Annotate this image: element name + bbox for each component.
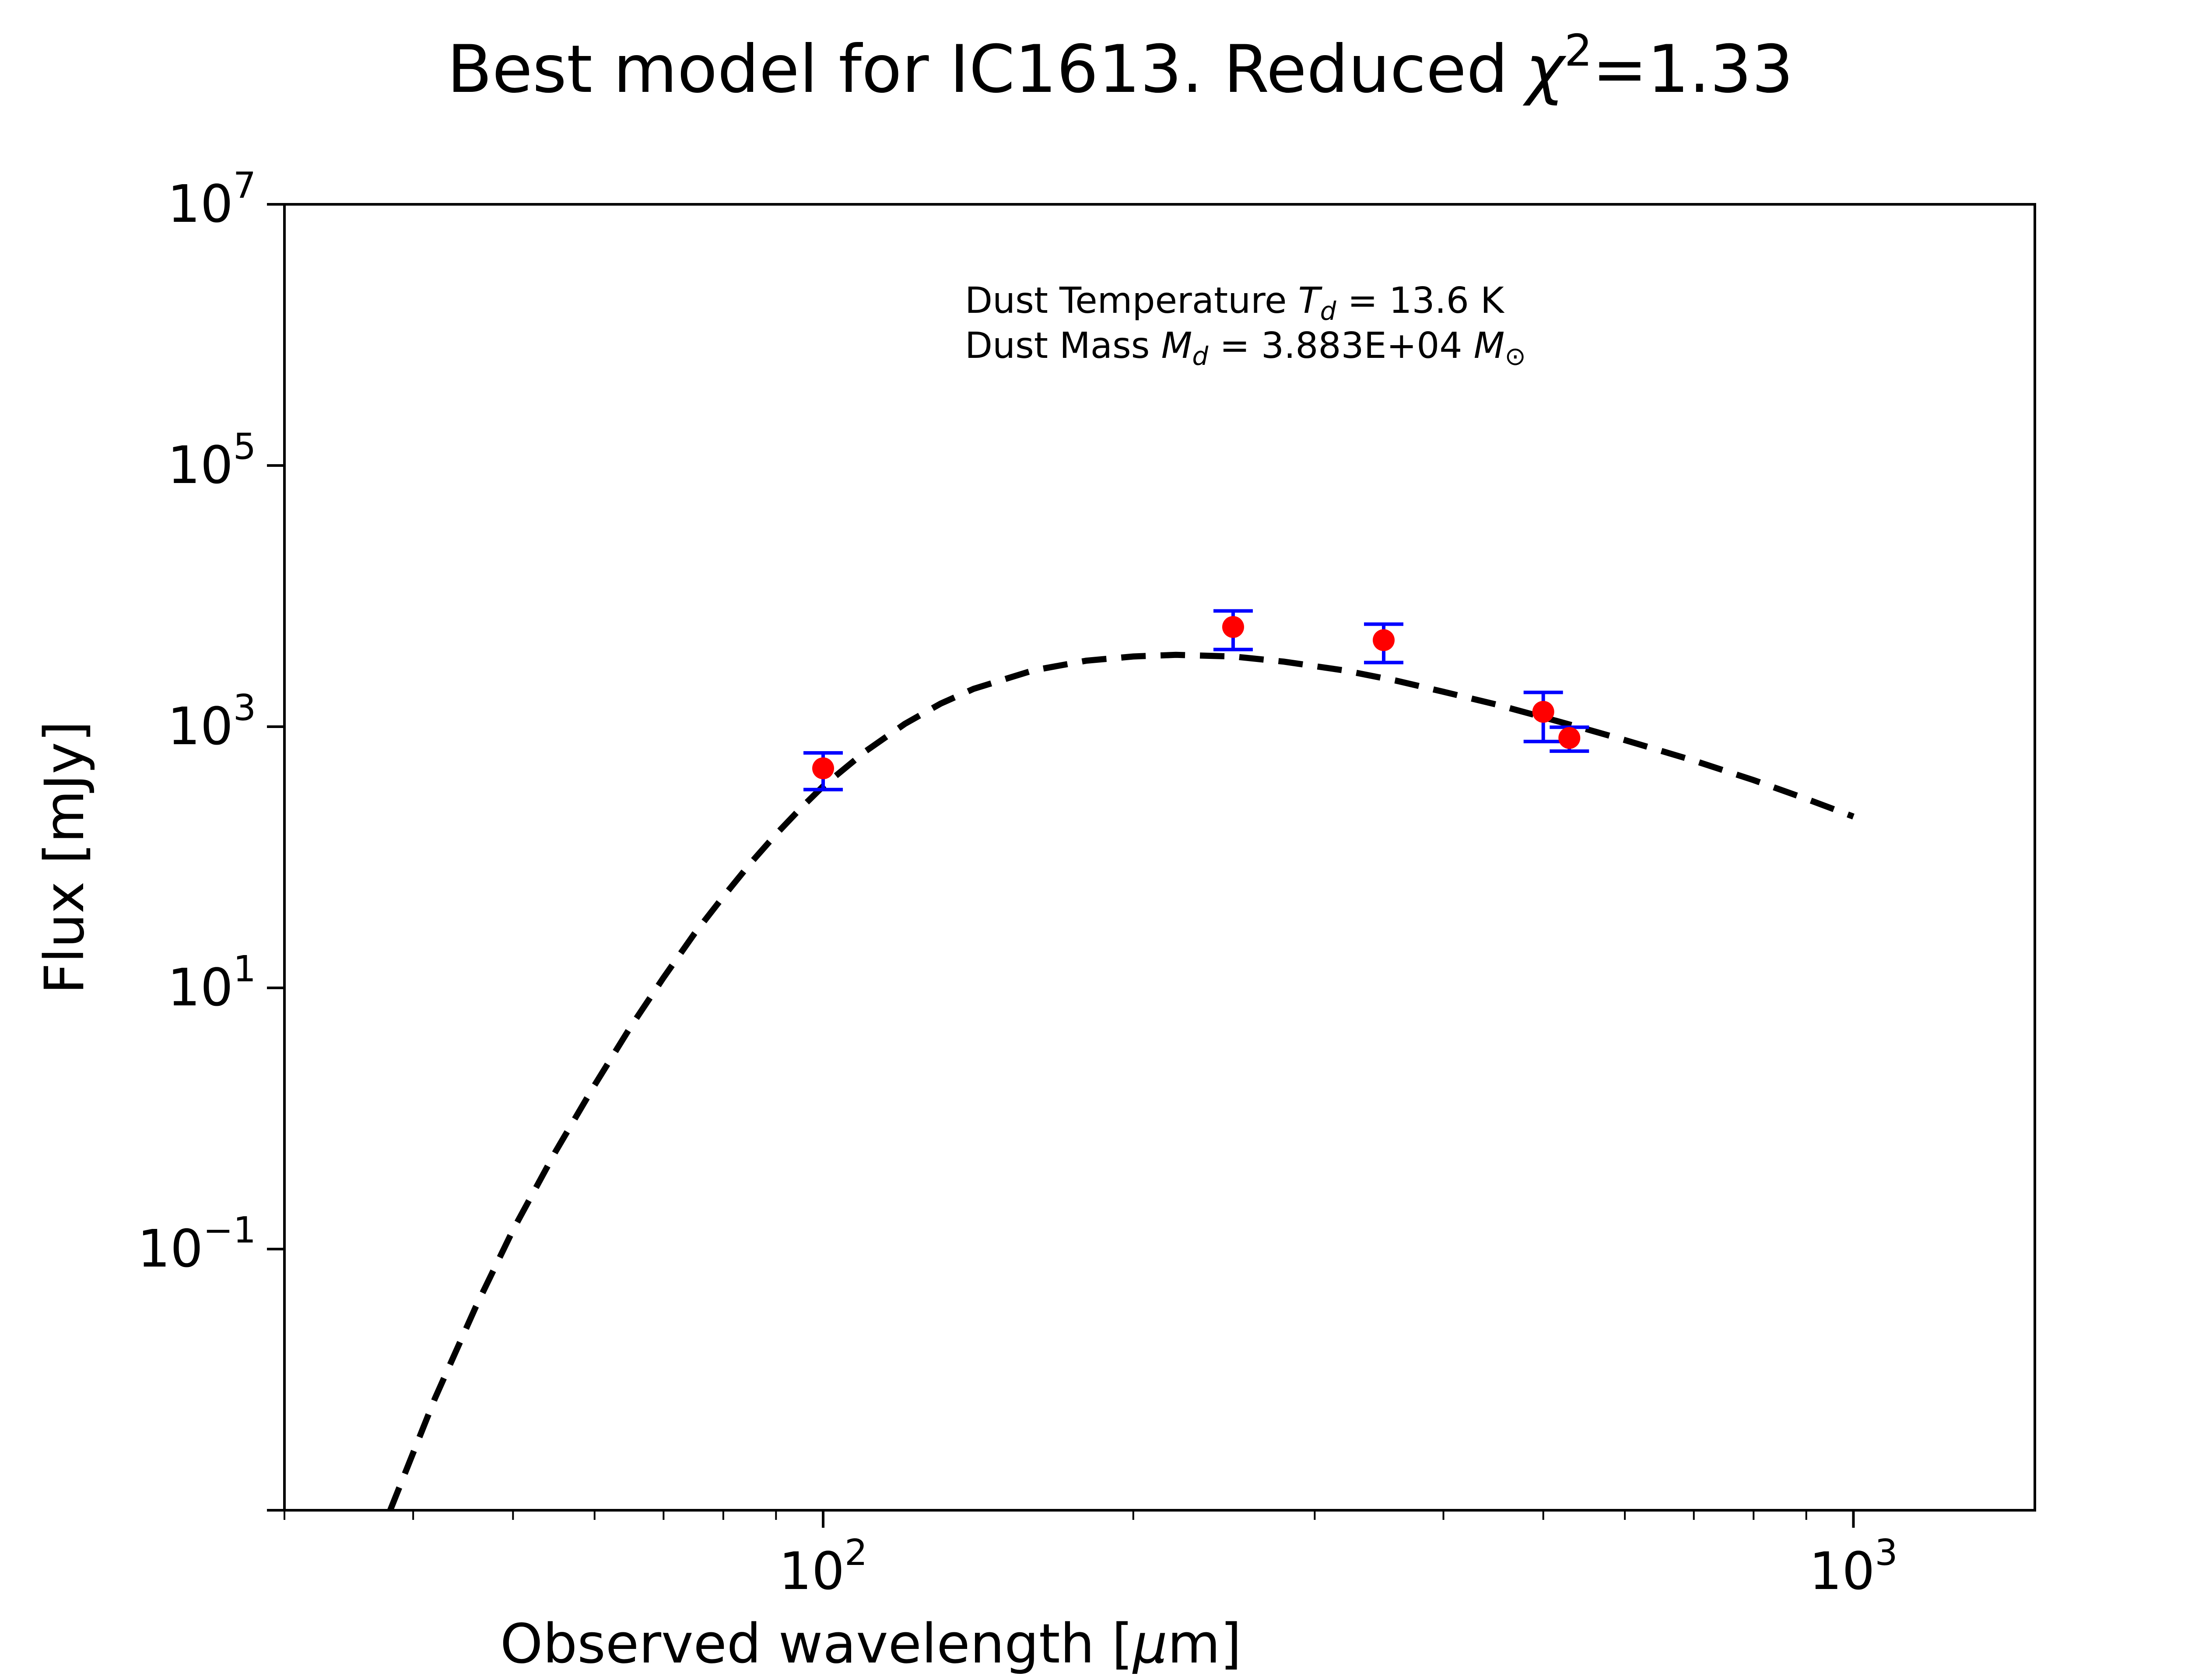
chart-title-chi-exponent: 2 bbox=[1564, 25, 1592, 76]
y-tick-label: 107 bbox=[168, 165, 256, 234]
plot-frame bbox=[283, 203, 2036, 1512]
data-point bbox=[812, 757, 835, 780]
chart-title-text: Best model for IC1613. Reduced bbox=[447, 32, 1508, 108]
y-axis-label: Flux [mJy] bbox=[33, 721, 96, 994]
x-axis-label: Observed wavelength [μm] bbox=[500, 1613, 1241, 1676]
y-tick-label: 10−1 bbox=[137, 1210, 256, 1279]
annotation-temperature: Dust Temperature Td = 13.6 K bbox=[965, 280, 1505, 326]
data-point bbox=[1532, 700, 1554, 723]
x-axis-label-suffix: m] bbox=[1168, 1613, 1241, 1676]
y-axis-ticks: 107 105 103 101 10−1 bbox=[137, 165, 284, 1512]
annotation-temperature-sub: d bbox=[1320, 296, 1337, 326]
y-tick-label: 103 bbox=[168, 687, 256, 756]
x-axis-label-text: Observed wavelength [ bbox=[500, 1613, 1133, 1676]
x-axis-label-mu: μ bbox=[1132, 1613, 1168, 1676]
annotation-mass-value: = 3.883E+04 bbox=[1208, 325, 1474, 367]
annotation-mass-unit-sub: ⊙ bbox=[1504, 341, 1526, 371]
x-axis-ticks: 102 103 bbox=[284, 1510, 1898, 1601]
annotation-temperature-prefix: Dust Temperature bbox=[965, 280, 1298, 322]
y-tick-label: 105 bbox=[168, 426, 256, 495]
data-point bbox=[1558, 727, 1581, 749]
data-points bbox=[812, 616, 1581, 780]
chart-title-chi: χ bbox=[1522, 32, 1567, 108]
x-tick-label: 102 bbox=[779, 1532, 867, 1601]
annotation-mass-prefix: Dust Mass bbox=[965, 325, 1161, 367]
chart-title-value: =1.33 bbox=[1592, 32, 1794, 108]
chart-title: Best model for IC1613. Reduced χ2=1.33 bbox=[447, 25, 1794, 108]
annotation-mass-sub: d bbox=[1192, 341, 1209, 371]
annotation-mass-unit: M bbox=[1474, 325, 1505, 367]
data-point bbox=[1372, 629, 1395, 651]
y-tick-label: 101 bbox=[168, 948, 256, 1018]
annotation-temperature-value: = 13.6 K bbox=[1336, 280, 1504, 322]
annotation-mass-symbol: M bbox=[1161, 325, 1192, 367]
x-tick-label: 103 bbox=[1809, 1532, 1897, 1601]
annotation-temperature-symbol: T bbox=[1298, 280, 1323, 322]
data-point bbox=[1222, 616, 1244, 638]
plot-area bbox=[387, 609, 1855, 1512]
model-curve bbox=[387, 651, 1855, 1512]
annotation-mass: Dust Mass Md = 3.883E+04 M⊙ bbox=[965, 325, 1526, 371]
